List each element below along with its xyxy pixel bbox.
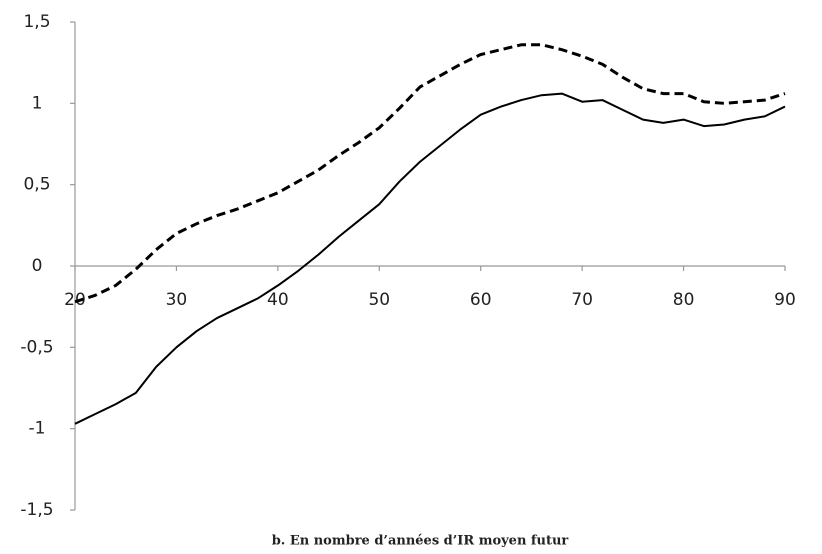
x-tick-label: 40 xyxy=(267,290,289,310)
line-series xyxy=(74,92,786,425)
chart-title: b. En nombre d’années d’IR moyen futur xyxy=(272,534,569,549)
y-tick-label: 1 xyxy=(32,93,43,113)
y-tick-label: -0,5 xyxy=(20,337,53,357)
x-tick-label: 70 xyxy=(571,290,593,310)
x-tick-label: 30 xyxy=(166,290,188,310)
y-tick-label: 1,5 xyxy=(23,12,50,32)
y-tick-label: 0 xyxy=(32,256,43,276)
x-tick-label: 50 xyxy=(368,290,390,310)
x-tick-label: 20 xyxy=(64,290,86,310)
x-tick-label: 60 xyxy=(470,290,492,310)
x-tick-label: 90 xyxy=(774,290,796,310)
x-tick-label: 80 xyxy=(673,290,695,310)
y-tick-label: 0,5 xyxy=(23,175,50,195)
y-tick-label: -1,5 xyxy=(20,500,53,520)
line-series xyxy=(74,43,786,304)
y-tick-label: -1 xyxy=(29,419,46,439)
